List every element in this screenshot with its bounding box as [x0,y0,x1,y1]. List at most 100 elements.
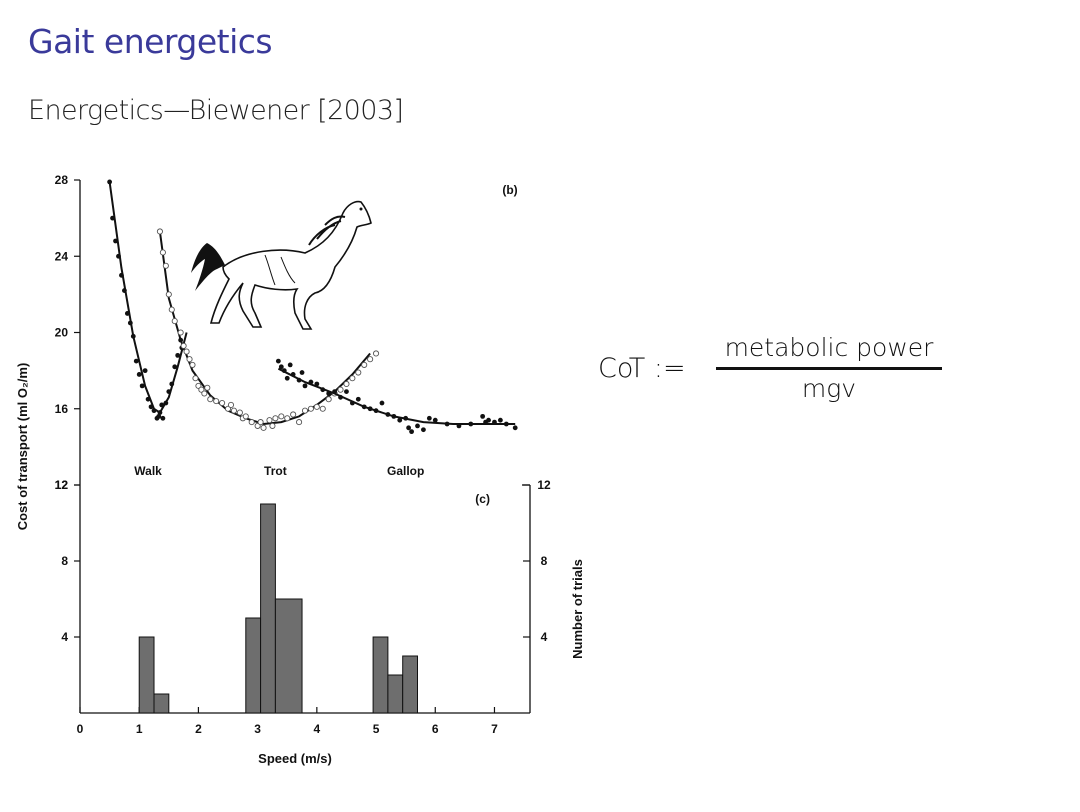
data-point-filled [160,415,166,421]
data-point-filled [391,413,397,419]
slide-subtitle: Energetics—Biewener [2003] [28,95,404,126]
data-point-filled [468,421,474,427]
data-point-filled [278,364,284,370]
data-point-filled [492,419,497,425]
data-point-filled [397,417,403,423]
data-point-filled [119,272,124,278]
data-point-filled [332,389,338,394]
data-point-open [219,399,226,407]
y-tick-label: 12 [55,478,69,492]
data-point-filled [151,408,157,414]
data-point-open [227,401,235,408]
data-point-filled [130,333,136,339]
data-point-open [189,361,196,368]
data-point-filled [409,429,414,435]
data-point-open [313,403,320,410]
data-point-filled [145,396,151,402]
x-tick-label: 6 [432,722,439,736]
data-point-filled [107,179,113,185]
data-point-open [177,329,184,336]
data-point-open [290,411,297,418]
data-point-filled [175,352,181,358]
data-point-filled [110,215,115,221]
data-point-open [213,398,220,405]
y-axis-title: Cost of transport (ml O₂/m) [15,363,30,531]
histogram-bar [387,674,404,714]
data-point-filled [385,412,391,417]
data-point-open [257,419,264,426]
data-point-filled [320,387,326,393]
data-point-open [230,407,237,414]
histogram-bar [372,636,389,714]
formula-denominator: mgv [801,374,857,403]
y2-tick-label: 4 [541,630,548,644]
data-point-filled [314,381,320,387]
data-point-open [373,350,380,357]
data-point-open [349,375,356,382]
data-point-filled [172,364,178,370]
data-point-open [367,356,374,363]
data-point-filled [290,372,296,377]
formula-lhs: CoT := [598,353,686,384]
x-tick-label: 2 [195,722,202,736]
data-point-open [307,405,314,412]
data-point-filled [148,404,154,410]
data-point-open [180,342,187,349]
panel-label-b: (b) [502,183,517,197]
data-point-filled [299,370,305,375]
data-point-filled [497,417,503,423]
data-point-open [319,405,326,412]
y-tick-label: 12 [55,478,69,492]
gait-label: Trot [264,464,287,478]
y-tick-label: 8 [61,554,68,568]
data-point-filled [512,425,518,431]
data-point-open [266,417,273,424]
data-point-filled [166,389,172,394]
data-point-filled [136,372,142,377]
data-point-filled [480,413,486,419]
data-point-open [204,384,211,391]
formula-fraction: metabolic power mgv [716,333,942,403]
data-point-filled [281,368,287,374]
data-point-open [272,415,279,422]
y2-tick-label: 12 [537,478,551,492]
data-point-filled [373,408,379,414]
data-point-filled [367,406,373,412]
histogram-bar [138,636,155,714]
data-point-filled [122,288,127,293]
data-point-filled [113,238,118,244]
histogram-bar [153,693,170,714]
data-point-open [168,306,175,313]
data-point-filled [308,379,314,385]
data-point-filled [349,400,355,406]
panel-label-c: (c) [475,492,490,506]
histogram-bar [245,617,262,714]
data-point-filled [326,391,332,396]
data-point-open [355,369,362,376]
data-point-open [162,262,169,269]
slide-title: Gait energetics [28,22,273,61]
horse-galloping-icon [191,200,372,330]
y2-axis-title: Number of trials [570,559,585,659]
data-point-open [361,361,368,368]
data-point-open [183,348,190,355]
data-point-filled [379,400,385,406]
cost-of-transport-panel: 12 16 20 24 28 (b) Walk Trot Gallop Cost of trans… [15,173,518,713]
y-tick-label: 4 [61,630,68,644]
data-point-filled [296,377,302,383]
data-point-open [278,413,285,420]
data-point-open [242,413,249,420]
data-point-filled [432,417,438,423]
data-point-filled [139,383,145,389]
data-point-filled [116,253,121,259]
y-tick-label: 24 [55,249,69,263]
x-axis-title: Speed (m/s) [258,751,332,766]
y-tick-label: 16 [55,402,69,416]
histogram-bar [260,503,276,714]
data-point-filled [157,410,163,415]
data-point-open [337,386,344,393]
data-point-open [269,422,276,429]
data-point-filled [355,396,361,402]
